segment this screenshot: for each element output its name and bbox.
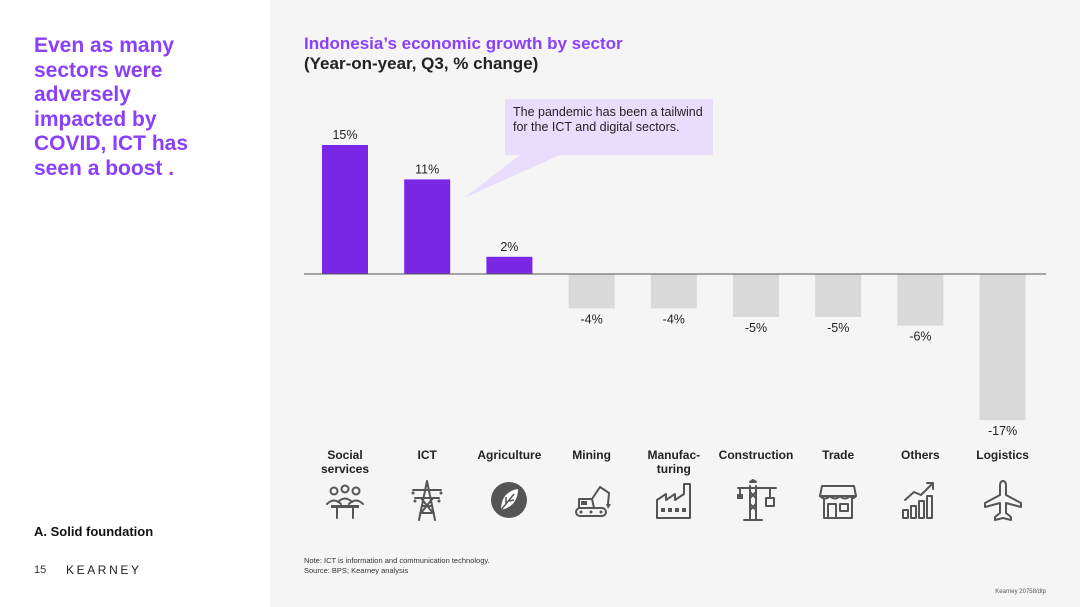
bar-label-5: -5%: [745, 321, 767, 335]
category-label-7: Others: [901, 448, 940, 462]
callout-pointer: [464, 155, 560, 198]
headline: Even as many sectors were adversely impa…: [34, 34, 189, 180]
bar-label-6: -5%: [827, 321, 849, 335]
left-panel: Even as many sectors were adversely impa…: [0, 0, 270, 607]
callout-box: The pandemic has been a tailwind for the…: [505, 99, 713, 155]
note-text: Note: ICT is information and communicati…: [304, 556, 490, 565]
page-number: 15: [34, 564, 47, 576]
chart-subtitle: (Year-on-year, Q3, % change): [304, 54, 539, 73]
category-label-2: Agriculture: [477, 448, 542, 462]
category-label-8: Logistics: [976, 448, 1029, 462]
kearney-logo: KEARNEY: [66, 563, 142, 577]
growth-chart-icon: [898, 478, 942, 522]
category-label-4: Manufac- turing: [647, 448, 701, 476]
reference-code: Kearney 20758/dtp: [995, 589, 1046, 595]
category-label-6: Trade: [822, 448, 855, 462]
footnote: Note: ICT is information and communicati…: [304, 556, 490, 575]
bar-label-7: -6%: [909, 330, 931, 344]
bar-2: [486, 256, 533, 274]
bar-5: [733, 274, 779, 317]
bar-7: [897, 274, 944, 326]
category-label-1: ICT: [417, 448, 437, 462]
bar-label-2: 2%: [500, 240, 518, 254]
section-label: A. Solid foundation: [34, 524, 154, 539]
airplane-icon: [981, 478, 1025, 522]
transmission-tower-icon: [405, 478, 449, 522]
source-text: Source: BPS; Kearney analysis: [304, 565, 409, 575]
bar-1: [404, 179, 451, 274]
storefront-icon: [816, 478, 860, 522]
category-label-0: Social services: [320, 448, 370, 476]
bar-label-8: -17%: [988, 424, 1017, 438]
bar-label-4: -4%: [663, 312, 685, 326]
excavator-icon: [570, 478, 614, 522]
chart-title: Indonesia’s economic growth by sector: [304, 34, 623, 53]
bar-label-1: 11%: [415, 162, 439, 176]
people-icon: [323, 478, 367, 522]
bar-6: [815, 274, 862, 317]
factory-icon: [652, 478, 696, 522]
bar-4: [650, 274, 697, 309]
bar-label-3: -4%: [580, 312, 602, 326]
leaf-icon: [487, 478, 531, 522]
category-label-3: Mining: [572, 448, 611, 462]
category-label-5: Construction: [718, 448, 794, 462]
bar-0: [322, 145, 368, 274]
bar-8: [979, 274, 1026, 421]
bar-label-0: 15%: [332, 128, 357, 142]
crane-icon: [734, 478, 778, 522]
bar-3: [568, 274, 615, 309]
